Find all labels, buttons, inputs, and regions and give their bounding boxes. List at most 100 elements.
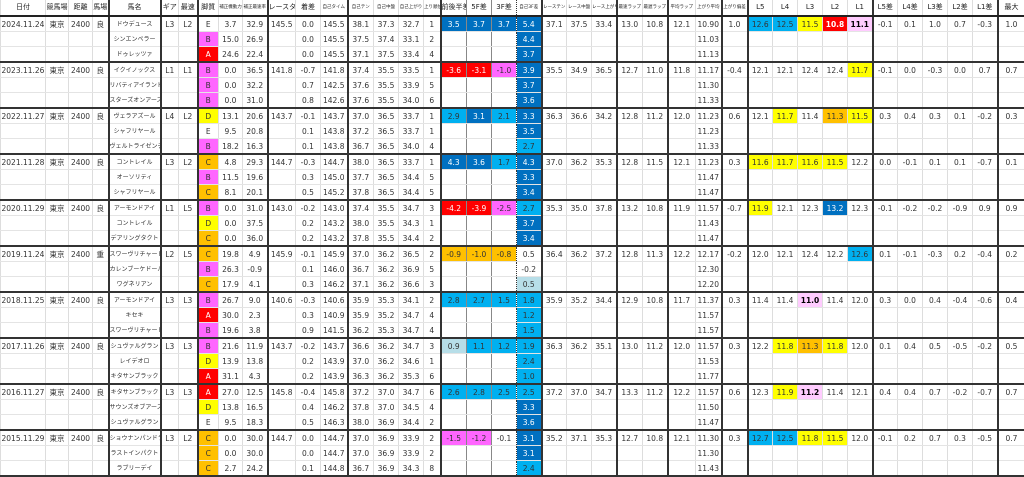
cell-dist[interactable]: 2400 [69, 16, 93, 32]
cell-s3f[interactable]: 3.7 [517, 216, 542, 231]
cell-empty[interactable] [973, 400, 998, 415]
cell-empty[interactable] [848, 308, 873, 323]
cell-going[interactable]: 良 [93, 16, 109, 32]
cell-margin[interactable]: 0.3 [296, 277, 321, 293]
cell-empty[interactable] [567, 32, 592, 47]
cell-lap[interactable]: 12.3 [748, 384, 773, 400]
cell-empty[interactable] [441, 323, 467, 339]
cell-course[interactable]: 東京 [46, 62, 69, 78]
cell-empty[interactable] [848, 415, 873, 431]
cell-empty[interactable] [848, 139, 873, 155]
cell-rank[interactable]: 3 [424, 338, 441, 354]
cell-style[interactable]: C [198, 154, 219, 170]
cell-empty[interactable] [542, 78, 567, 93]
cell-fastest[interactable]: L2 [179, 108, 198, 124]
cell-race_mid[interactable]: 35.0 [567, 200, 592, 216]
cell-empty[interactable] [441, 354, 467, 369]
cell-empty[interactable] [93, 32, 109, 47]
cell-empty[interactable] [542, 216, 567, 231]
cell-empty[interactable] [773, 93, 798, 109]
cell-empty[interactable] [668, 185, 696, 201]
cell-empty[interactable] [1, 323, 46, 339]
cell-empty[interactable] [643, 124, 668, 139]
cell-up[interactable]: 36.5 [399, 246, 424, 262]
cell-race_mid[interactable]: 37.5 [567, 16, 592, 32]
cell-empty[interactable] [668, 354, 696, 369]
cell-empty[interactable] [542, 32, 567, 47]
cell-empty[interactable] [973, 308, 998, 323]
cell-empty[interactable] [179, 323, 198, 339]
cell-empty[interactable] [542, 93, 567, 109]
cell-empty[interactable] [998, 308, 1024, 323]
cell-empty[interactable] [1, 308, 46, 323]
cell-empty[interactable] [46, 216, 69, 231]
cell-upavg[interactable]: 10.90 [696, 16, 722, 32]
cell-lap[interactable]: 12.1 [773, 62, 798, 78]
cell-s3f[interactable]: 2.7 [517, 200, 542, 216]
cell-empty[interactable] [748, 323, 773, 339]
column-header[interactable]: 最速ラップ [617, 0, 643, 16]
cell-empty[interactable] [268, 400, 296, 415]
cell-rank[interactable]: 5 [424, 262, 441, 277]
cell-empty[interactable] [592, 124, 617, 139]
cell-lap[interactable]: 12.6 [848, 246, 873, 262]
cell-empty[interactable] [441, 400, 467, 415]
cell-empty[interactable] [998, 415, 1024, 431]
cell-empty[interactable] [567, 369, 592, 385]
cell-empty[interactable] [748, 216, 773, 231]
cell-race_ten[interactable]: 37.2 [542, 384, 567, 400]
cell-style[interactable]: A [198, 384, 219, 400]
cell-margin[interactable]: 0.3 [296, 308, 321, 323]
column-header[interactable]: 自己テン [348, 0, 374, 16]
cell-time[interactable]: 141.5 [321, 323, 348, 339]
cell-empty[interactable] [948, 446, 973, 461]
cell-race_time[interactable]: 143.7 [268, 108, 296, 124]
cell-ten[interactable]: 38.0 [348, 415, 374, 431]
cell-lap_avg[interactable]: 12.1 [668, 16, 696, 32]
cell-lap[interactable]: 11.5 [848, 108, 873, 124]
cell-s3f[interactable]: 1.9 [517, 338, 542, 354]
cell-mid[interactable]: 35.5 [374, 78, 399, 93]
cell-empty[interactable] [46, 47, 69, 63]
cell-race_up[interactable]: 35.1 [592, 338, 617, 354]
cell-empty[interactable] [161, 277, 179, 293]
cell-empty[interactable] [441, 78, 467, 93]
cell-lap-diff[interactable]: -0.1 [873, 16, 898, 32]
cell-dist[interactable]: 2400 [69, 62, 93, 78]
cell-up[interactable]: 33.1 [399, 32, 424, 47]
cell-empty[interactable] [643, 262, 668, 277]
cell-v1[interactable]: 0.0 [219, 430, 243, 446]
cell-rank[interactable]: 6 [424, 369, 441, 385]
cell-race_mid[interactable]: 37.1 [567, 430, 592, 446]
cell-empty[interactable] [1, 415, 46, 431]
cell-ten[interactable]: 37.4 [348, 62, 374, 78]
cell-v1[interactable]: 26.7 [219, 292, 243, 308]
cell-mid[interactable]: 36.5 [374, 108, 399, 124]
cell-lap[interactable]: 11.6 [798, 154, 823, 170]
cell-empty[interactable] [467, 139, 492, 155]
cell-going[interactable]: 重 [93, 246, 109, 262]
cell-mid[interactable]: 36.5 [374, 139, 399, 155]
cell-name[interactable]: スターズオンアース [109, 93, 161, 109]
cell-s3f[interactable]: 0.5 [517, 246, 542, 262]
cell-s3f[interactable]: 3.1 [517, 430, 542, 446]
cell-rank[interactable]: 2 [424, 32, 441, 47]
cell-lap_slow[interactable]: 11.2 [643, 384, 668, 400]
cell-s3f[interactable]: 3.6 [517, 415, 542, 431]
cell-empty[interactable] [948, 308, 973, 323]
cell-empty[interactable] [492, 277, 517, 293]
cell-empty[interactable] [948, 323, 973, 339]
cell-date[interactable]: 2022.11.27 [1, 108, 46, 124]
cell-name[interactable]: デアリングタクト [109, 231, 161, 247]
cell-pace-diff[interactable]: 0.9 [441, 338, 467, 354]
cell-upavg[interactable]: 11.17 [696, 62, 722, 78]
cell-empty[interactable] [567, 277, 592, 293]
cell-empty[interactable] [898, 415, 923, 431]
cell-upavg[interactable]: 11.57 [696, 384, 722, 400]
cell-lap_fast[interactable]: 12.7 [617, 430, 643, 446]
cell-empty[interactable] [1, 170, 46, 185]
cell-lap[interactable]: 12.4 [798, 246, 823, 262]
cell-pace-diff[interactable]: -1.5 [441, 430, 467, 446]
cell-margin[interactable]: -0.1 [296, 108, 321, 124]
cell-v1[interactable]: 13.8 [219, 400, 243, 415]
